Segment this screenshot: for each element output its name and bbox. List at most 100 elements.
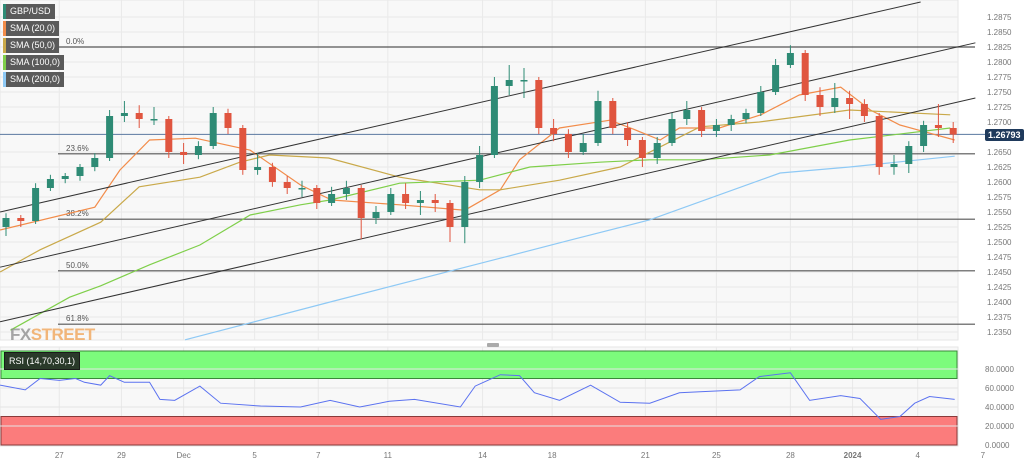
- candle-body: [224, 113, 232, 128]
- candle-body: [757, 92, 765, 113]
- date-tick-label: 28: [786, 451, 795, 460]
- candle-body: [283, 182, 291, 188]
- candle-body: [17, 218, 25, 221]
- candle-body: [949, 128, 957, 135]
- price-tick-label: 1.2650: [987, 148, 1012, 157]
- date-tick-label: 5: [252, 451, 257, 460]
- logo-street: STREET: [30, 325, 96, 344]
- candle-body: [120, 113, 128, 116]
- price-tick-label: 1.2350: [987, 328, 1012, 337]
- candle-body: [372, 212, 380, 218]
- legend-sma-50[interactable]: SMA (50,0): [3, 38, 60, 53]
- trend-channel-line: [0, 97, 976, 323]
- price-tick-label: 1.2500: [987, 238, 1012, 247]
- candle-body: [564, 134, 572, 152]
- candle-body: [342, 188, 350, 194]
- rsi-line: [0, 372, 955, 420]
- date-tick-label: 18: [548, 451, 557, 460]
- rsi-tick-label: 80.0000: [985, 365, 1014, 374]
- price-tick-label: 1.2825: [987, 43, 1012, 52]
- date-tick-label: 25: [712, 451, 721, 460]
- rsi-legend[interactable]: RSI (14,70,30,1): [4, 352, 81, 370]
- rsi-tick-label: 40.0000: [985, 403, 1014, 412]
- candle-body: [32, 188, 40, 221]
- candle-body: [313, 188, 321, 203]
- candle-body: [431, 200, 439, 203]
- price-tick-label: 1.2575: [987, 193, 1012, 202]
- date-tick-label: 21: [641, 451, 650, 460]
- candle-body: [91, 158, 99, 167]
- candle-body: [387, 194, 395, 212]
- candle-body: [786, 53, 794, 65]
- price-tick-label: 1.2550: [987, 208, 1012, 217]
- candle-body: [490, 86, 498, 155]
- fib-level-label: 61.8%: [66, 314, 89, 323]
- candle-body: [846, 98, 854, 104]
- date-tick-label: 7: [316, 451, 321, 460]
- candle-body: [535, 80, 543, 128]
- axes: 1.2875 1.2850 1.2825 1.2800 1.2775 1.2750 1.27…: [55, 13, 1015, 460]
- date-tick-label: 29: [117, 451, 126, 460]
- candle-body: [476, 155, 484, 182]
- legend-sma-200[interactable]: SMA (200,0): [3, 72, 65, 87]
- fib-level-label: 50.0%: [66, 261, 89, 270]
- candle-body: [624, 128, 632, 140]
- candle-body: [772, 65, 780, 92]
- candle-body: [890, 164, 898, 167]
- candle-body: [653, 143, 661, 158]
- candle-body: [402, 194, 410, 203]
- candle-body: [638, 140, 646, 158]
- legend-symbol[interactable]: GBP/USD: [3, 4, 55, 19]
- price-tick-label: 1.2700: [987, 118, 1012, 127]
- candle-body: [816, 95, 824, 107]
- candle-body: [520, 80, 528, 82]
- price-tick-label: 1.2425: [987, 283, 1012, 292]
- legend: GBP/USD SMA (20,0) SMA (50,0) SMA (100,0…: [3, 4, 65, 87]
- candle-body: [328, 194, 336, 203]
- panel-resize-handle[interactable]: [487, 343, 499, 347]
- candle-body: [609, 101, 617, 128]
- date-tick-label: 7: [981, 451, 986, 460]
- legend-sma-100[interactable]: SMA (100,0): [3, 55, 65, 70]
- candle-body: [683, 110, 691, 119]
- candle-body: [461, 182, 469, 227]
- candle-body: [209, 113, 217, 146]
- candle-body: [76, 167, 84, 176]
- logo-fx: FX: [10, 325, 31, 344]
- current-price-tag: 1.26793: [985, 129, 1024, 141]
- candles: [2, 45, 957, 244]
- price-tick-label: 1.2725: [987, 103, 1012, 112]
- price-tick-label: 1.2750: [987, 88, 1012, 97]
- candle-body: [727, 119, 735, 125]
- legend-sma-20[interactable]: SMA (20,0): [3, 21, 60, 36]
- fib-level-label: 23.6%: [66, 144, 89, 153]
- rsi-tick-label: 20.0000: [985, 422, 1014, 431]
- price-tick-label: 1.2475: [987, 253, 1012, 262]
- candle-body: [165, 119, 173, 152]
- candle-body: [579, 143, 587, 152]
- candle-body: [61, 176, 69, 179]
- rsi-tick-label: 60.0000: [985, 384, 1014, 393]
- candle-body: [416, 200, 424, 203]
- candle-body: [135, 113, 143, 119]
- trend-channel-line: [0, 1, 921, 213]
- date-tick-label: 2024: [844, 451, 862, 460]
- grid: [0, 0, 958, 446]
- trend-channel: [0, 1, 976, 323]
- price-tick-label: 1.2800: [987, 58, 1012, 67]
- price-tick-label: 1.2775: [987, 73, 1012, 82]
- candle-body: [594, 101, 602, 143]
- candle-body: [742, 113, 750, 119]
- date-tick-label: 4: [915, 451, 920, 460]
- candle-body: [150, 119, 158, 121]
- overbought-zone: [0, 350, 958, 379]
- fxstreet-logo: FXSTREET: [10, 326, 95, 343]
- candle-body: [831, 98, 839, 107]
- candle-body: [934, 125, 942, 128]
- date-tick-label: 11: [384, 451, 393, 460]
- candle-body: [254, 167, 262, 170]
- candle-body: [801, 53, 809, 95]
- candle-body: [357, 188, 365, 218]
- candle-body: [2, 218, 10, 227]
